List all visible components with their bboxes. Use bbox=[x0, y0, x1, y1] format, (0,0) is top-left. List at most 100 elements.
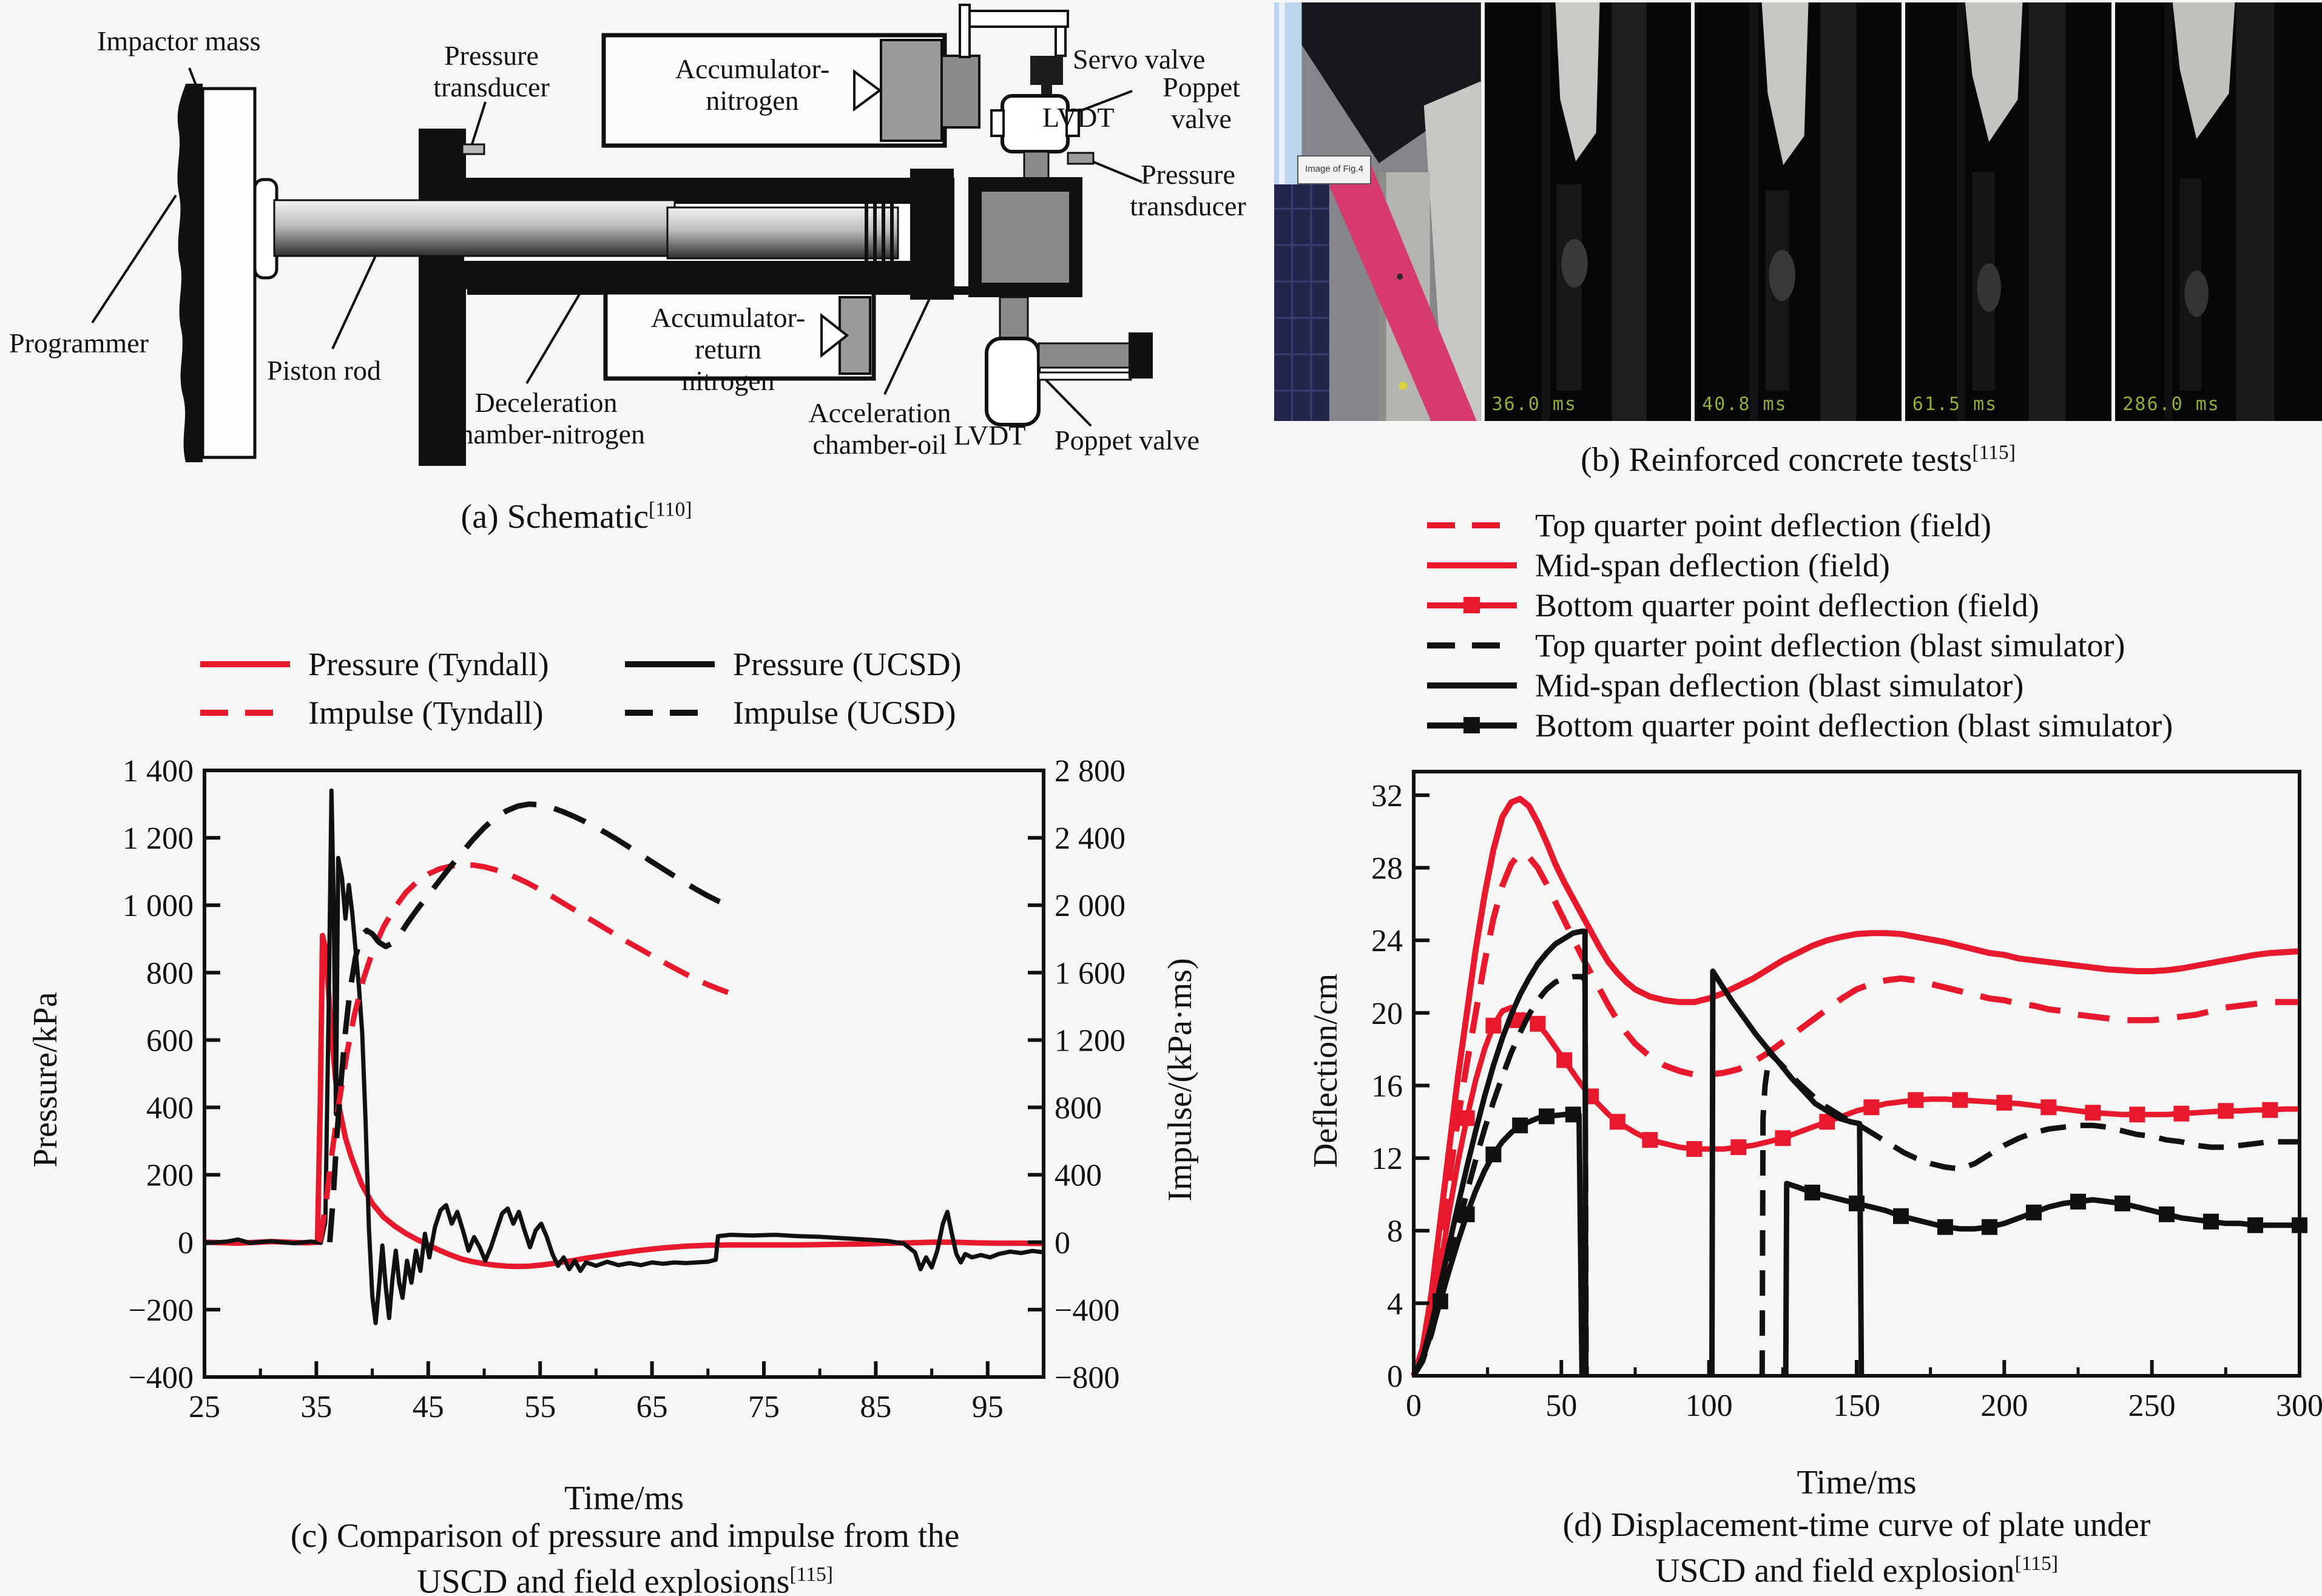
caption-c: (c) Comparison of pressure and impulse f… bbox=[140, 1517, 1110, 1596]
legend-item-impulse-ucsd: Impulse (UCSD) bbox=[625, 693, 1062, 733]
y-tick-label-left: 1 000 bbox=[123, 889, 194, 923]
accumulator-triangle bbox=[853, 69, 882, 112]
chart-d-plot: 0 50 100 150 200 250 300 32 28 24 20 16 12 8 4 0 bbox=[1371, 770, 2322, 1423]
servo-valve-block bbox=[1030, 56, 1063, 85]
piston-inner-rod bbox=[666, 206, 899, 260]
caption-a: (a) Schematic[110] bbox=[212, 497, 940, 536]
label-line: valve bbox=[1171, 103, 1232, 134]
poppet-flange-left bbox=[990, 109, 1005, 137]
label-line: nitrogen bbox=[706, 85, 799, 116]
y-tick-label-left: 12 bbox=[1371, 1142, 1403, 1176]
legend-label: Mid-span deflection (field) bbox=[1535, 547, 1890, 584]
photo-1-art bbox=[1274, 2, 1481, 421]
legend-sample bbox=[1427, 562, 1517, 568]
legend-item-bottom-quarter-point-deflection-blast-simulator: Bottom quarter point deflection (blast s… bbox=[1427, 705, 2173, 746]
lower-pipe bbox=[999, 296, 1029, 342]
legend-label: Impulse (UCSD) bbox=[733, 695, 956, 731]
y-tick-label-left: 400 bbox=[146, 1091, 194, 1126]
accumulator-nitrogen-cap bbox=[880, 39, 943, 142]
legend-sample bbox=[1427, 717, 1517, 733]
cylinder-end-block bbox=[910, 169, 954, 300]
legend-sample bbox=[1427, 522, 1517, 528]
series-bottom-quarter-point-deflection-blast-simulator bbox=[1411, 1111, 1585, 1378]
legend-label: Impulse (Tyndall) bbox=[308, 695, 544, 731]
seal-pack bbox=[865, 188, 894, 280]
series-pressure-tyndall bbox=[204, 932, 1044, 1270]
bottom-knob bbox=[1129, 332, 1153, 379]
label-programmer: Programmer bbox=[9, 328, 149, 359]
caption-a-text: (a) Schematic bbox=[461, 498, 649, 536]
chart-c-plot: 25 35 45 55 65 75 85 95 1 400 1 200 1 000 800 600 400… bbox=[123, 754, 1126, 1424]
y-tick-label-right: 800 bbox=[1055, 1091, 1102, 1126]
y-tick-label-left: 24 bbox=[1371, 924, 1403, 958]
label-line: chamber-oil bbox=[812, 429, 947, 460]
series-pressure-ucsd bbox=[204, 788, 1044, 1325]
series-impulse-ucsd bbox=[327, 801, 732, 1243]
label-lvdt-top: LVDT bbox=[1042, 102, 1115, 133]
y-tick-label-left: 600 bbox=[146, 1023, 194, 1058]
y-tick-label-right: 1 600 bbox=[1055, 956, 1126, 991]
series-mid-span-deflection-blast-simulator bbox=[1709, 968, 1865, 1376]
caption-c-line2: USCD and field explosions[115] bbox=[140, 1555, 1110, 1596]
legend-label: Bottom quarter point deflection (field) bbox=[1535, 587, 2039, 624]
label-line: Pressure bbox=[1141, 159, 1235, 190]
caption-d: (d) Displacement-time curve of plate und… bbox=[1371, 1506, 2322, 1591]
piston-rod-shaft bbox=[273, 199, 676, 257]
markers-bottom-quarter-point-deflection-field bbox=[1432, 1012, 2278, 1275]
schematic-drawing bbox=[91, 4, 1153, 466]
y-tick-label-right: −400 bbox=[1055, 1293, 1119, 1328]
legend-sample bbox=[625, 661, 715, 667]
y-tick-label-left: 8 bbox=[1387, 1214, 1403, 1249]
cylinder-bottom-wall bbox=[462, 261, 953, 288]
legend-item-bottom-quarter-point-deflection-field: Bottom quarter point deflection (field) bbox=[1427, 585, 2173, 625]
caption-c-line2-text: USCD and field explosions bbox=[417, 1563, 790, 1596]
series-top-quarter-point-deflection-blast-simulator bbox=[1411, 974, 1589, 1378]
legend-sample bbox=[1427, 597, 1517, 613]
label-line: Pressure bbox=[444, 40, 539, 71]
poppet-valve-body-bottom bbox=[985, 337, 1041, 426]
legend-c: Pressure (Tyndall) Pressure (UCSD) Impulse… bbox=[200, 644, 1062, 733]
photo-4-timestamp: 61.5 ms bbox=[1912, 394, 1998, 415]
plot-box bbox=[1412, 770, 2301, 1378]
acceleration-chamber-inner bbox=[982, 192, 1069, 283]
caption-d-line2-text: USCD and field explosion bbox=[1655, 1552, 2015, 1590]
x-tick-label: 95 bbox=[972, 1390, 1004, 1424]
x-tick-label: 250 bbox=[2128, 1389, 2176, 1423]
photo-5: 286.0 ms bbox=[2115, 2, 2322, 421]
pressure-transducer-nub-top bbox=[461, 143, 485, 155]
series-top-quarter-point-deflection-field bbox=[1411, 850, 2300, 1377]
legend-label: Pressure (UCSD) bbox=[733, 646, 962, 682]
label-pressure-transducer-right: Pressure transducer bbox=[1097, 159, 1279, 222]
x-tick-label: 85 bbox=[860, 1390, 891, 1424]
x-tick-label: 100 bbox=[1686, 1389, 1733, 1423]
series-impulse-tyndall bbox=[317, 862, 729, 1243]
label-poppet-valve-top: Poppet valve bbox=[1129, 72, 1274, 135]
caption-d-line1: (d) Displacement-time curve of plate und… bbox=[1562, 1506, 2151, 1544]
x-tick-label: 150 bbox=[1833, 1389, 1880, 1423]
label-line: Accumulator-return bbox=[650, 302, 806, 365]
legend-square-marker bbox=[1463, 597, 1480, 613]
legend-label: Top quarter point deflection (blast simu… bbox=[1535, 627, 2125, 664]
caption-b: (b) Reinforced concrete tests[115] bbox=[1274, 440, 2322, 479]
y-tick-label-left: 32 bbox=[1371, 779, 1403, 813]
x-tick-label: 55 bbox=[524, 1390, 556, 1424]
impactor-plate bbox=[177, 84, 203, 462]
y-tick-label-left: −200 bbox=[129, 1293, 194, 1328]
label-line: Deceleration bbox=[474, 387, 618, 418]
x-tick-label: 300 bbox=[2276, 1389, 2322, 1423]
legend-item-top-quarter-point-deflection-field: Top quarter point deflection (field) bbox=[1427, 505, 2173, 545]
markers-bottom-quarter-point-deflection-blast-simulator bbox=[1432, 1106, 1581, 1310]
x-tick-label: 25 bbox=[189, 1390, 220, 1424]
legend-sample bbox=[1427, 642, 1517, 648]
legend-item-pressure-ucsd: Pressure (UCSD) bbox=[625, 644, 1062, 684]
x-tick-label: 65 bbox=[636, 1390, 668, 1424]
photo-2: 36.0 ms bbox=[1484, 2, 1692, 421]
legend-d: Top quarter point deflection (field) Mid-… bbox=[1427, 505, 2173, 746]
support-bracket bbox=[419, 129, 466, 466]
y-tick-label-left: −400 bbox=[129, 1361, 194, 1395]
y-tick-label-left: 1 400 bbox=[123, 754, 194, 789]
caption-a-ref: [110] bbox=[648, 498, 692, 521]
label-poppet-valve-bottom: Poppet valve bbox=[1055, 425, 1200, 456]
legend-sample bbox=[200, 710, 290, 716]
